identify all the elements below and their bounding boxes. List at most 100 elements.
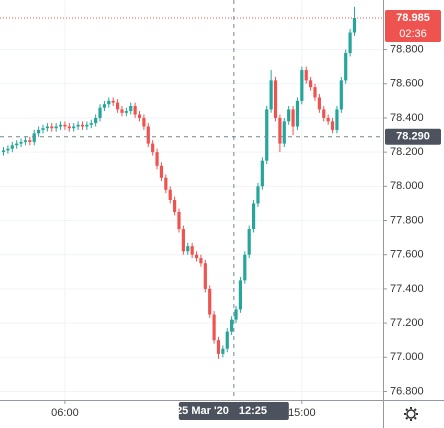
candle-body [203,263,207,289]
gear-ring [406,409,416,419]
candle-body [348,32,352,53]
crosshair-date-label: 25 Mar '20 [176,405,229,417]
x-tick-label: 15:00 [288,407,316,419]
candle-body [260,160,264,187]
candle-body [326,117,330,122]
candle-body [155,152,159,166]
candle-body [221,348,225,354]
candle-body [186,246,190,252]
candle-body [159,165,164,178]
candle-body [282,121,286,144]
candle-body [295,100,300,127]
candle-body [76,124,80,127]
candle-body [234,309,238,320]
candle-body [129,105,133,112]
candle-body [194,254,199,259]
candle-body [300,70,304,101]
candle-body [72,126,76,129]
candle-body [190,246,194,255]
candle-body [63,124,67,127]
candle-body [317,97,321,110]
candle-body [19,141,23,144]
candle-body [313,87,317,98]
gear-teeth [404,407,418,421]
candle-body [15,143,19,146]
candle-body [173,200,177,212]
candle-body [85,124,89,127]
candle-body [107,100,111,105]
crosshair-price-badge [385,128,441,145]
y-tick-label: 76.800 [390,385,424,397]
y-tick-label: 77.600 [390,249,424,261]
y-tick-label: 77.800 [390,214,424,226]
candle-body [287,109,291,122]
y-tick-label: 77.400 [390,283,424,295]
crosshair-price-label: 78.290 [396,131,430,143]
x-tick-label: 06:00 [51,407,79,419]
y-tick-label: 78.800 [390,43,424,55]
candle-body [269,80,273,110]
candle-body [251,203,256,230]
candle-body [247,229,251,255]
candle-body [32,133,36,142]
candle-body [278,117,282,144]
candle-body [230,319,234,332]
candle-body [151,143,155,153]
candle-body [273,80,278,118]
candle-body [212,314,216,341]
candle-body [10,145,14,149]
candle-body [142,117,146,127]
candle-body [67,126,71,129]
settings-icon[interactable] [404,407,418,421]
last-price-badge [385,9,441,42]
candle-body [146,126,150,144]
candle-body [304,70,308,81]
candle-body [344,52,348,81]
candle-body [256,186,260,204]
crosshair-time-label: 12:25 [239,405,267,417]
crosshair-time-badge [178,402,289,420]
candle-body [37,129,41,134]
candle-body [177,211,181,230]
candle-body [28,140,32,142]
candle-body [168,189,172,200]
candle-body [50,126,54,129]
candle-body [330,121,335,130]
candle-body [54,126,58,129]
y-tick-label: 77.200 [390,317,424,329]
candle-body [216,340,221,354]
candle-body [98,107,102,118]
axes: 76.800 77.000 77.200 77.400 77.600 77.800 78.0… [51,9,441,420]
candle-body [89,123,93,125]
candle-body [45,126,49,129]
candle-body [111,100,115,103]
candle-body [115,102,120,110]
candle-body [352,17,357,33]
candle-body [291,109,295,127]
candle-body [309,80,313,88]
candle-body [225,331,229,349]
countdown-label: 02:36 [399,28,427,40]
candle-body [6,148,10,151]
candle-body [1,150,6,153]
candle-body [80,124,85,127]
candle-body [41,128,45,130]
last-price-label: 78.985 [396,12,430,24]
candle-body [339,80,343,110]
candle-body [243,254,247,281]
candle-body [124,111,128,113]
y-tick-label: 78.400 [390,112,424,124]
candle-body [238,280,243,310]
candle-body [265,109,269,161]
candle-body [199,258,203,264]
candle-body [94,117,98,124]
candle-body [120,109,124,113]
candle-body [133,105,137,115]
candle-body [102,104,107,108]
candle-body [23,140,28,142]
candle-body [335,109,339,130]
y-tick-label: 78.200 [390,146,424,158]
candle-body [58,124,63,127]
